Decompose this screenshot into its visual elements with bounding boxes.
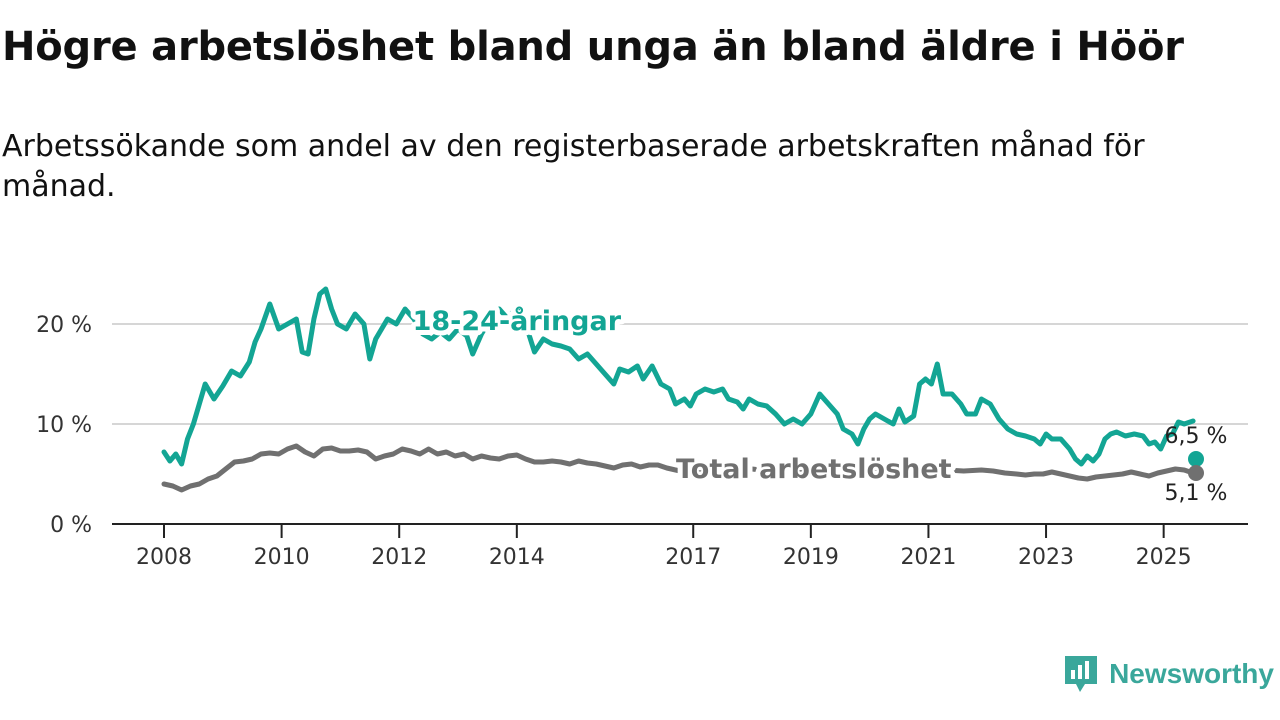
- x-tick-label: 2012: [371, 545, 427, 570]
- y-tick-label: 0 %: [50, 513, 92, 538]
- x-tick-label: 2021: [900, 545, 956, 570]
- newsworthy-logo-icon: [1065, 656, 1098, 692]
- series-annotation-label: 18-24-åringar: [413, 305, 622, 337]
- x-tick-label: 2008: [136, 545, 192, 570]
- end-point-marker: [1188, 465, 1204, 481]
- x-tick-label: 2019: [783, 545, 839, 570]
- end-point-marker: [1188, 451, 1204, 467]
- grid-lines: [112, 323, 1248, 425]
- x-axis: 0 % 10 % 20 % 2008 2010 2012 2014 2017 2019 2021 2…: [36, 313, 1248, 570]
- series-line-0: [161, 286, 1196, 467]
- x-tick-label: 2014: [489, 545, 545, 570]
- brand-name: Newsworthy: [1109, 658, 1274, 689]
- chart-title: Högre arbetslöshet bland unga än bland ä…: [2, 24, 1184, 70]
- end-value-label: 5,1 %: [1165, 481, 1228, 506]
- chart-subtitle: Arbetssökande som andel av den registerb…: [2, 129, 1145, 204]
- x-tick-label: 2025: [1136, 545, 1192, 570]
- x-tick-label: 2023: [1018, 545, 1074, 570]
- x-tick-label: 2017: [665, 545, 721, 570]
- y-tick-label: 10 %: [36, 413, 92, 438]
- y-tick-label: 20 %: [36, 313, 92, 338]
- series-line-1: [161, 443, 1196, 493]
- labels: 6,5 % 5,1 % 18-24-åringar Total arbetslöshe…: [408, 300, 1228, 506]
- x-tick-label: 2010: [254, 545, 310, 570]
- series-lines: [161, 286, 1196, 493]
- series-annotation-label: Total arbetslöshet: [676, 454, 952, 485]
- brand-logo: Newsworthy: [1063, 654, 1274, 694]
- end-value-label: 6,5 %: [1165, 424, 1228, 449]
